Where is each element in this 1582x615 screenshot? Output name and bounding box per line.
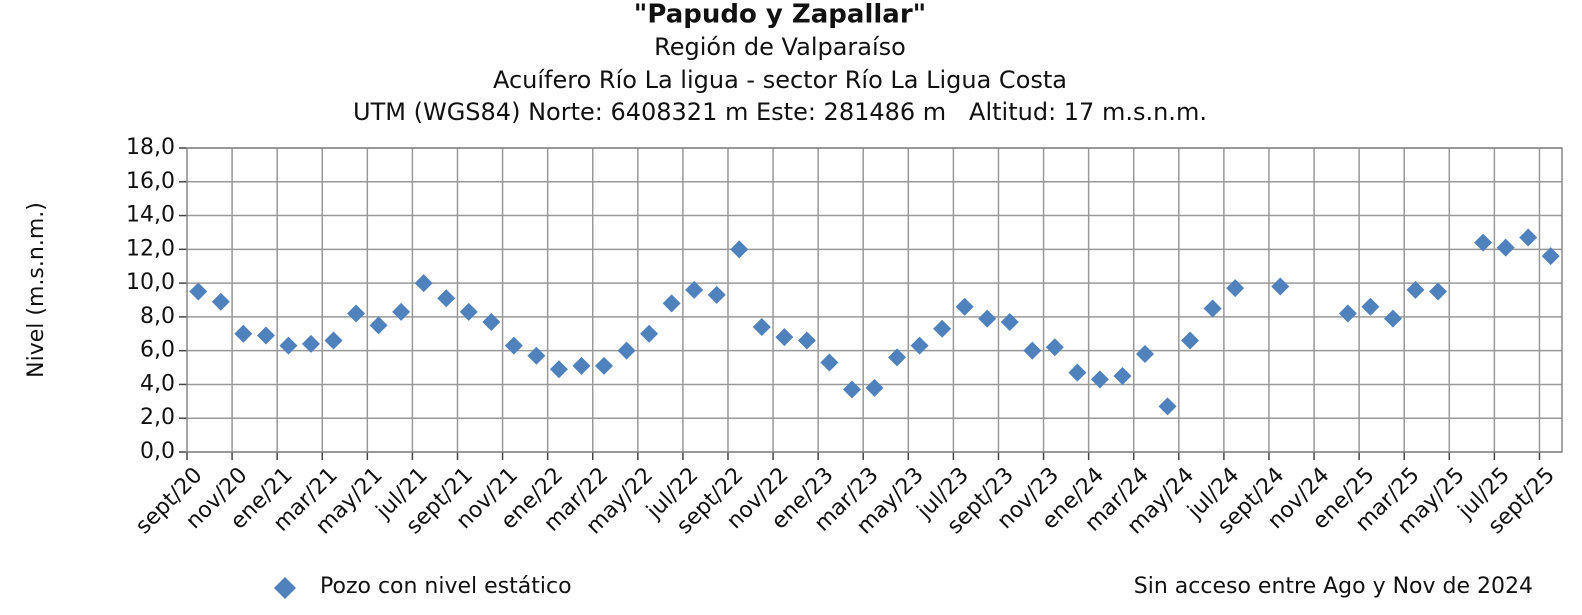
legend-label: Pozo con nivel estático (320, 574, 572, 599)
marker (1496, 238, 1515, 257)
marker (910, 336, 929, 355)
chart-title: "Papudo y Zapallar" (634, 0, 926, 30)
marker (978, 309, 997, 328)
marker (707, 285, 726, 304)
y-tick-label: 6,0 (140, 338, 175, 363)
marker (1361, 297, 1380, 316)
marker (482, 312, 501, 331)
marker (1135, 345, 1154, 364)
marker (820, 353, 839, 372)
marker (1474, 233, 1493, 252)
marker (459, 302, 478, 321)
marker (211, 292, 230, 311)
note: Sin acceso entre Ago y Nov de 2024 (1134, 574, 1533, 599)
marker (888, 348, 907, 367)
marker (865, 378, 884, 397)
y-tick-label: 12,0 (126, 236, 175, 261)
chart-subtitle: UTM (WGS84) Norte: 6408321 m Este: 28148… (353, 98, 1207, 126)
marker (775, 328, 794, 347)
marker (324, 331, 343, 350)
marker (1519, 228, 1538, 247)
marker (1338, 304, 1357, 323)
marker (549, 360, 568, 379)
y-tick-label: 18,0 (126, 135, 175, 160)
chart-subtitle: Región de Valparaíso (654, 33, 906, 61)
marker (1226, 279, 1245, 298)
marker (752, 318, 771, 337)
y-tick-label: 8,0 (140, 304, 175, 329)
marker (1429, 282, 1448, 301)
marker (730, 240, 749, 259)
marker (301, 334, 320, 353)
marker (527, 346, 546, 365)
y-tick-label: 0,0 (140, 439, 175, 464)
marker (1068, 363, 1087, 382)
marker (1045, 338, 1064, 357)
y-tick-label: 10,0 (126, 270, 175, 295)
marker (347, 304, 366, 323)
marker (595, 356, 614, 375)
marker (685, 280, 704, 299)
marker (1113, 367, 1132, 385)
marker (1000, 312, 1019, 331)
marker (1271, 277, 1290, 296)
marker (1181, 331, 1200, 350)
y-tick-label: 4,0 (140, 371, 175, 396)
marker (1383, 309, 1402, 328)
legend-marker (274, 577, 296, 599)
marker (504, 336, 523, 355)
marker (662, 294, 681, 313)
marker (797, 331, 816, 350)
plot-frame (186, 147, 1563, 453)
marker (1203, 299, 1222, 318)
y-tick-label: 16,0 (126, 169, 175, 194)
marker (1541, 247, 1560, 266)
marker (1406, 280, 1425, 299)
y-tick-label: 14,0 (126, 203, 175, 228)
marker (414, 274, 433, 293)
marker (234, 324, 253, 343)
marker (1090, 370, 1109, 389)
marker (369, 316, 388, 335)
chart-subtitle: Acuífero Río La ligua - sector Río La Li… (493, 66, 1067, 94)
marker (933, 319, 952, 338)
marker (256, 326, 275, 345)
marker (1023, 341, 1042, 360)
marker (1158, 397, 1177, 416)
marker (392, 302, 411, 321)
y-tick-label: 2,0 (140, 405, 175, 430)
marker (572, 356, 591, 375)
marker (640, 324, 659, 343)
marker (617, 341, 636, 360)
marker (955, 297, 974, 316)
marker (437, 289, 456, 308)
marker (279, 336, 298, 355)
y-axis-label: Nivel (m.s.n.m.) (24, 202, 49, 378)
marker (842, 380, 861, 399)
marker (189, 282, 208, 301)
